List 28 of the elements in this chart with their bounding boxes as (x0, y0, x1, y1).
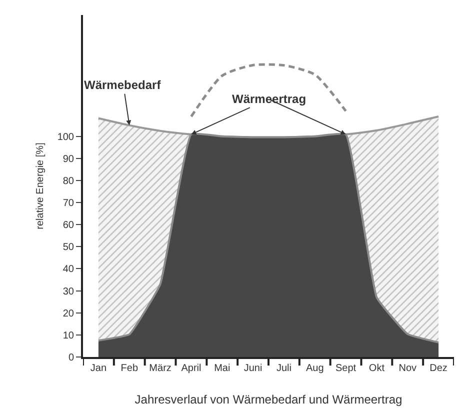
y-tick-label: 10 (62, 330, 74, 342)
x-tick-label: Okt (368, 363, 385, 374)
x-tick-label: Feb (120, 363, 138, 374)
y-tick-label: 0 (68, 352, 74, 364)
y-axis-title: relative Energie [%] (34, 142, 46, 230)
x-tick-label: Juni (244, 363, 262, 374)
x-tick-label: Jan (90, 363, 107, 374)
y-tick-label: 50 (62, 242, 74, 254)
x-tick-label: April (181, 363, 202, 374)
x-tick-label: Juli (276, 363, 292, 374)
y-tick-label: 100 (57, 132, 74, 143)
x-tick-label: März (149, 363, 172, 374)
annotation: Wärmeertrag (232, 92, 306, 106)
x-axis-title: Jahresverlauf von Wärmebedarf und Wärmeertrag (134, 392, 402, 406)
y-tick-label: 60 (62, 220, 74, 232)
x-tick-label: Dez (430, 363, 448, 374)
y-tick-label: 30 (62, 286, 74, 298)
annotation: Wärmebedarf (84, 78, 162, 92)
line-series (190, 63, 348, 118)
y-tick-label: 40 (62, 264, 74, 276)
x-tick-label: Mai (214, 363, 230, 374)
x-tick-label: Sept (336, 363, 356, 374)
x-tick-label: Aug (306, 363, 324, 374)
y-tick-label: 20 (62, 308, 74, 320)
x-tick-label: Nov (398, 363, 417, 374)
y-tick-label: 90 (62, 154, 74, 165)
y-tick-label: 70 (62, 198, 74, 210)
y-tick-label: 80 (62, 176, 74, 187)
